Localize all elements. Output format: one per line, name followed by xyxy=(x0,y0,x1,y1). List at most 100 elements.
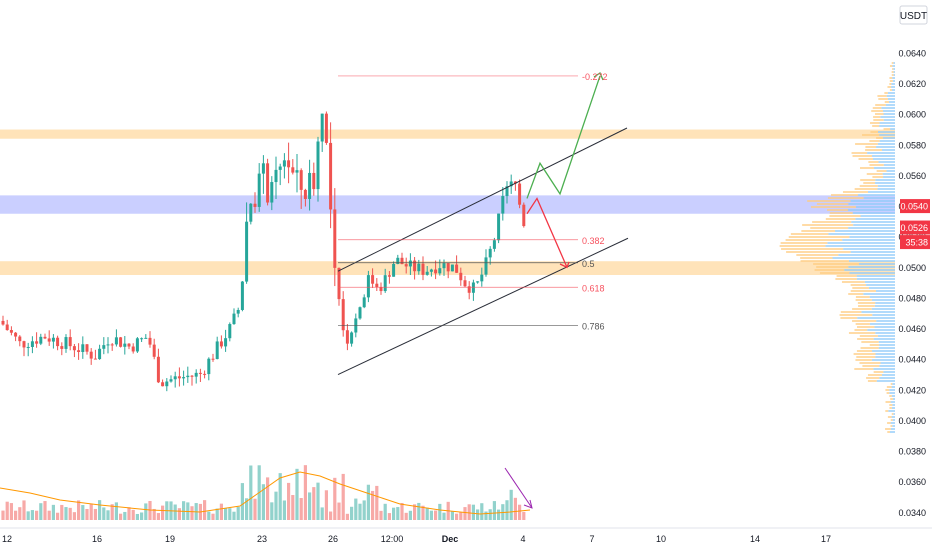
volume-bar xyxy=(211,513,215,520)
profile-buy-bar xyxy=(847,209,895,211)
profile-buy-bar xyxy=(875,290,895,292)
price-tick-label: 0.0340 xyxy=(898,508,926,518)
profile-buy-bar xyxy=(868,287,895,289)
profile-buy-bar xyxy=(877,335,895,337)
profile-buy-bar xyxy=(885,104,895,106)
profile-sell-bar xyxy=(884,101,889,103)
candle-body xyxy=(299,170,303,190)
profile-sell-bar xyxy=(889,80,893,82)
price-tick-label: 0.0580 xyxy=(898,140,926,150)
candle-body xyxy=(375,283,379,288)
price-tick-label: 0.0600 xyxy=(898,110,926,120)
profile-buy-bar xyxy=(890,422,895,424)
volume-bar xyxy=(215,508,219,520)
volume-bar xyxy=(396,507,400,520)
candle-body xyxy=(72,346,76,351)
profile-buy-bar xyxy=(888,410,895,412)
candle-body xyxy=(459,272,463,281)
profile-sell-bar xyxy=(875,104,886,106)
profile-sell-bar xyxy=(890,383,893,385)
profile-buy-bar xyxy=(877,143,895,145)
volume-bar xyxy=(509,489,513,520)
profile-sell-bar xyxy=(870,131,878,133)
profile-buy-bar xyxy=(848,260,895,262)
profile-buy-bar xyxy=(872,155,895,157)
profile-buy-bar xyxy=(869,323,895,325)
profile-buy-bar xyxy=(827,242,895,244)
time-tick-label: 10 xyxy=(656,534,666,544)
volume-bar xyxy=(39,503,43,520)
profile-buy-bar xyxy=(828,233,895,235)
profile-buy-bar xyxy=(874,305,895,307)
profile-sell-bar xyxy=(800,260,849,262)
profile-buy-bar xyxy=(878,161,895,163)
profile-sell-bar xyxy=(850,284,867,286)
candle-body xyxy=(484,257,488,275)
profile-sell-bar xyxy=(854,188,878,190)
volume-bar xyxy=(18,507,22,520)
candle-body xyxy=(30,341,34,347)
volume-bar xyxy=(177,508,181,520)
candle-body xyxy=(140,338,144,340)
profile-sell-bar xyxy=(872,176,884,178)
profile-buy-bar xyxy=(879,344,895,346)
profile-sell-bar xyxy=(810,206,856,208)
profile-sell-bar xyxy=(819,272,850,274)
currency-label-box[interactable]: USDT xyxy=(899,5,928,25)
volume-bar xyxy=(236,506,240,520)
candle-body xyxy=(169,379,173,382)
candle-body xyxy=(450,264,454,272)
profile-sell-bar xyxy=(855,296,870,298)
time-axis[interactable]: 12 16 19 23 26 12:00 Dec 4 7 10 14 17 xyxy=(0,527,932,544)
profile-buy-bar xyxy=(873,338,895,340)
volume-bar xyxy=(329,511,333,520)
volume-bar xyxy=(245,498,249,520)
profile-buy-bar xyxy=(891,386,895,388)
time-tick-label: 19 xyxy=(165,534,175,544)
candle-body xyxy=(43,336,47,339)
profile-buy-bar xyxy=(844,269,895,271)
profile-buy-bar xyxy=(883,164,895,166)
volume-bar xyxy=(135,513,139,520)
profile-sell-bar xyxy=(859,362,881,364)
volume-bar xyxy=(522,511,526,520)
volume-bar xyxy=(161,505,165,520)
volume-bar xyxy=(392,507,396,520)
profile-buy-bar xyxy=(893,68,895,70)
profile-buy-bar xyxy=(873,167,895,169)
currency-label: USDT xyxy=(900,11,927,22)
price-axis[interactable]: 0.0640 0.0620 0.0600 0.0580 0.0560 0.0540 0.05… xyxy=(897,0,932,528)
candle-body xyxy=(253,203,257,207)
volume-bar xyxy=(106,510,110,520)
profile-buy-bar xyxy=(848,227,895,229)
volume-trend-line xyxy=(504,467,533,509)
volume-bar xyxy=(295,468,299,520)
profile-sell-bar xyxy=(786,251,851,253)
candle-body xyxy=(77,350,81,352)
volume-bar xyxy=(47,510,51,520)
volume-bar xyxy=(480,503,484,520)
profile-sell-bar xyxy=(814,269,845,271)
profile-sell-bar xyxy=(889,407,892,409)
profile-buy-bar xyxy=(875,356,895,358)
candle-body xyxy=(518,183,522,205)
volume-ma-line xyxy=(0,471,531,515)
volume-bar xyxy=(476,509,480,520)
drawings-layer xyxy=(337,72,629,509)
profile-buy-bar xyxy=(877,185,895,187)
candle-body xyxy=(295,170,299,173)
profile-buy-bar xyxy=(850,200,895,202)
profile-sell-bar xyxy=(825,218,856,220)
profile-sell-bar xyxy=(886,386,892,388)
volume-bar xyxy=(110,504,114,520)
profile-sell-bar xyxy=(887,431,890,433)
profile-sell-bar xyxy=(852,320,877,322)
profile-sell-bar xyxy=(887,422,891,424)
profile-sell-bar xyxy=(855,143,878,145)
candle-body xyxy=(47,338,51,342)
volume-bar xyxy=(282,500,286,520)
profile-buy-bar xyxy=(893,74,895,76)
profile-buy-bar xyxy=(874,326,895,328)
